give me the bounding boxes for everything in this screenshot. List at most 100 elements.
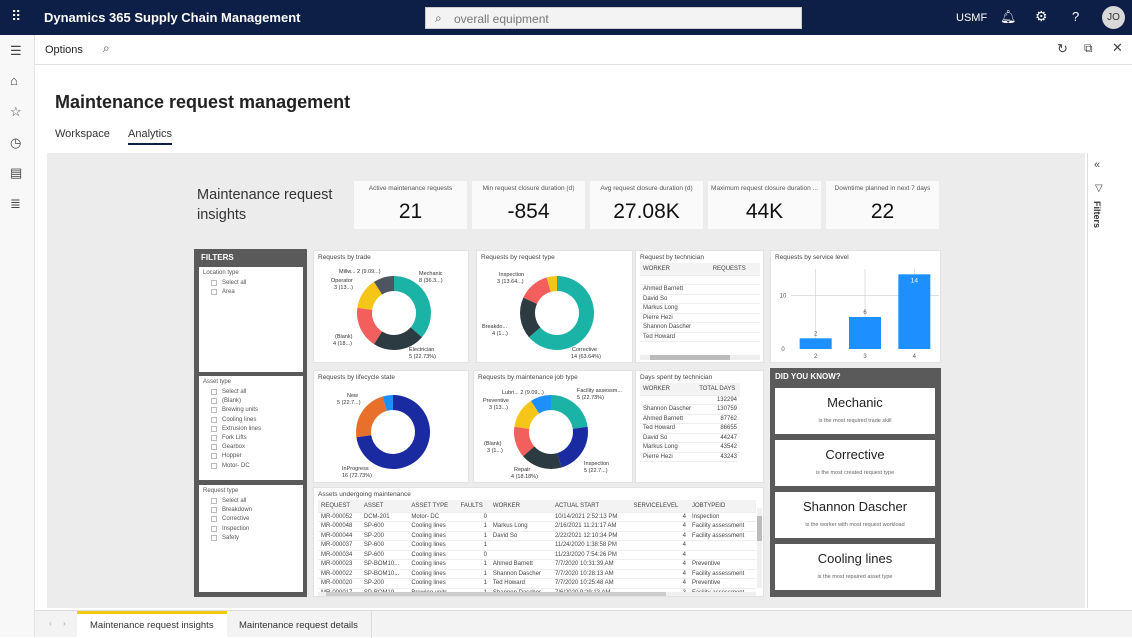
slicer-option[interactable]: Select all [211, 389, 299, 395]
donut-slice-new[interactable] [356, 396, 387, 438]
checkbox[interactable] [211, 280, 217, 286]
prev-page-icon[interactable]: ‹ [49, 619, 52, 628]
slicer-option[interactable]: Hopper [211, 453, 299, 460]
slicer-option[interactable]: Extrusion lines [211, 425, 299, 432]
checkbox[interactable] [211, 434, 217, 441]
donut-slice-corrective[interactable] [529, 276, 595, 350]
slicer-option[interactable]: Inspection [211, 525, 299, 532]
table-row[interactable]: Ahmed Barnett [640, 284, 760, 295]
checkbox[interactable] [211, 398, 217, 405]
open-new-window-icon[interactable]: ⧉ [1084, 41, 1093, 55]
horizontal-scrollbar[interactable] [318, 592, 756, 596]
bar-4[interactable] [898, 274, 931, 349]
column-header[interactable]: WORKER [489, 500, 552, 513]
table-row[interactable]: MR-000048 SP-600 Cooling lines 1 Markus Long… [318, 521, 756, 532]
donut-slice-other[interactable] [382, 395, 393, 411]
slicer-option[interactable]: Safety [211, 534, 299, 541]
table-row[interactable]: Ahmed Barnett 87762 [640, 414, 740, 424]
donut-slice-mechanic[interactable] [394, 276, 431, 338]
checkbox[interactable] [211, 462, 217, 469]
column-header[interactable]: JOBTYPEID [688, 500, 756, 513]
column-header[interactable]: ACTUAL START [551, 500, 631, 513]
slicer-option[interactable]: Cooling lines [211, 416, 299, 423]
help-icon[interactable]: ? [1072, 9, 1080, 24]
bar-2[interactable] [799, 338, 832, 349]
bar-3[interactable] [849, 317, 881, 349]
table-row[interactable]: MR-000034 SP-600 Cooling lines 0 11/23/2020 … [318, 550, 756, 560]
collapse-icon[interactable]: « [1094, 159, 1101, 171]
table-row[interactable]: MR-000023 SP-BOM10... Cooling lines 1 Ahmed … [318, 559, 756, 570]
table-row[interactable]: 132294 [640, 395, 740, 405]
checkbox[interactable] [211, 525, 217, 532]
avatar[interactable]: JO [1102, 6, 1125, 29]
next-page-icon[interactable]: › [63, 619, 66, 628]
slicer-option[interactable]: Corrective [211, 516, 299, 523]
column-header[interactable]: WORKER [640, 263, 710, 276]
donut-slice-lubri-[interactable] [531, 395, 551, 414]
checkbox[interactable] [211, 516, 217, 523]
slicer-option[interactable]: Breakdown [211, 507, 299, 514]
slicer-option[interactable]: Fork Lifts [211, 434, 299, 441]
horizontal-scrollbar[interactable] [640, 355, 760, 360]
slicer-option[interactable]: Select all [211, 280, 299, 286]
options-button[interactable]: Options [45, 44, 83, 56]
table-row[interactable]: MR-000037 SP-600 Cooling lines 1 11/24/2020 … [318, 540, 756, 551]
bell-icon[interactable]: 🔔︎ [1000, 9, 1017, 24]
checkbox[interactable] [211, 425, 217, 432]
refresh-icon[interactable]: ↻ [1057, 41, 1068, 56]
table-row[interactable]: MR-000044 SP-200 Cooling lines 1 David So 2/2… [318, 531, 756, 541]
column-header[interactable]: REQUEST [318, 500, 361, 513]
donut-slice-repair[interactable] [523, 446, 562, 469]
company-picker[interactable]: USMF [956, 12, 988, 24]
donut-slice-breakdown[interactable] [519, 297, 541, 338]
clock-icon[interactable]: ◷ [10, 135, 22, 150]
table-row[interactable]: Markus Long [640, 303, 760, 314]
table-row[interactable]: MR-000022 SP-BOM10... Cooling lines 1 Shanno… [318, 569, 756, 579]
checkbox[interactable] [211, 289, 217, 296]
slicer-option[interactable]: Brewing units [211, 407, 299, 414]
checkbox[interactable] [211, 416, 217, 423]
column-header[interactable]: ASSET TYPE [408, 500, 458, 513]
table-row[interactable]: David So 44247 [640, 433, 740, 443]
slicer-option[interactable]: Select all [211, 498, 299, 504]
search-input[interactable]: ⌕ overall equipment [425, 7, 802, 29]
table-row[interactable]: David So [640, 294, 760, 304]
donut-slice-inspection[interactable] [557, 426, 588, 468]
donut-slice-inprogress[interactable] [356, 395, 431, 469]
slicer-option[interactable]: (Blank) [211, 398, 299, 405]
star-icon[interactable]: ☆ [10, 104, 22, 119]
checkbox[interactable] [211, 498, 217, 504]
tab-analytics[interactable]: Analytics [128, 128, 173, 145]
donut-slice-inspection[interactable] [523, 277, 551, 304]
table-row[interactable]: Shannon Dascher 130759 [640, 404, 740, 415]
donut-slice-facility-assessment[interactable] [551, 395, 588, 429]
vertical-scrollbar[interactable] [757, 508, 762, 588]
table-row[interactable]: Markus Long 43542 [640, 442, 740, 453]
checkbox[interactable] [211, 534, 217, 541]
table-row[interactable]: MR-000052 DCM-201 Motor- DC 0 10/14/2021 2:5… [318, 512, 756, 522]
app-launcher-icon[interactable]: ⠿ [11, 8, 22, 24]
slicer-option[interactable]: Motor- DC [211, 462, 299, 469]
table-row[interactable]: Ted Howard 86655 [640, 423, 740, 434]
column-header[interactable]: WORKER [640, 383, 697, 396]
donut-slice-operator[interactable] [357, 281, 383, 310]
gear-icon[interactable]: ⚙ [1035, 8, 1048, 24]
home-icon[interactable]: ⌂ [10, 73, 18, 88]
checkbox[interactable] [211, 453, 217, 460]
filters-pane[interactable]: « ▽ Filters [1087, 153, 1112, 608]
donut-slice-millw-[interactable] [374, 276, 394, 295]
table-row[interactable]: MR-000020 SP-200 Cooling lines 1 Ted Howard 7… [318, 578, 756, 589]
list-icon[interactable]: ≣ [10, 196, 21, 211]
page-tab-insights[interactable]: Maintenance request insights [77, 611, 227, 638]
close-icon[interactable]: ✕ [1112, 40, 1123, 55]
column-header[interactable]: FAULTS [457, 500, 490, 513]
checkbox[interactable] [211, 389, 217, 395]
table-row[interactable]: Shannon Dascher [640, 322, 760, 333]
checkbox[interactable] [211, 507, 217, 514]
donut-slice--blank-[interactable] [514, 426, 535, 457]
column-header[interactable]: REQUESTS [709, 263, 760, 276]
donut-slice-electrician[interactable] [374, 327, 422, 350]
slicer-option[interactable]: Gearbox [211, 444, 299, 451]
table-row[interactable]: Pierre Hezi 43243 [640, 452, 740, 462]
search-icon[interactable]: ⌕ [103, 41, 110, 55]
